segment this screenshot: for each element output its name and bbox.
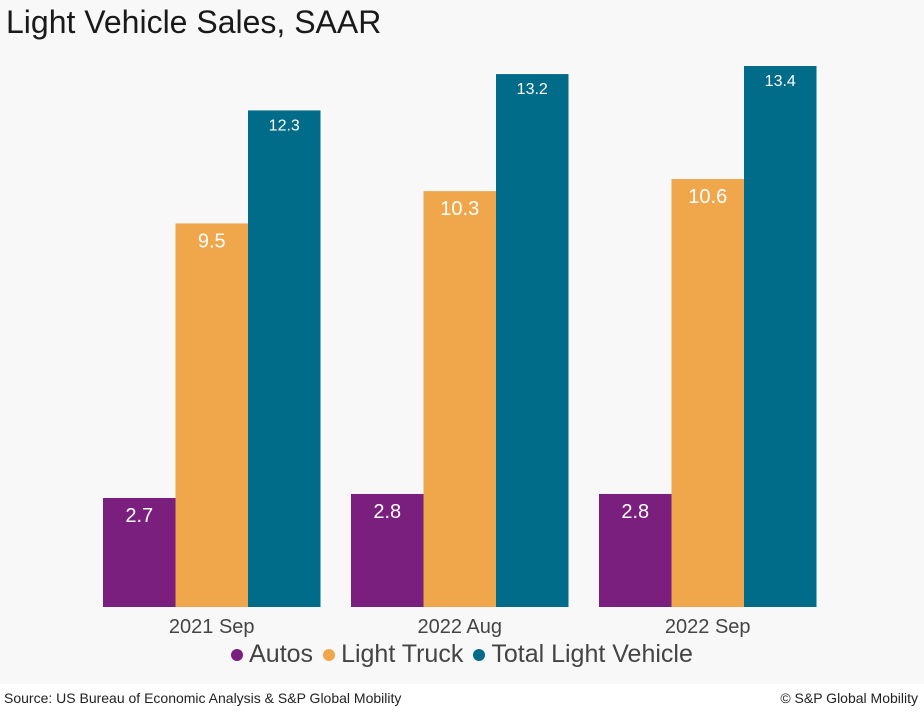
data-label-total-light-vehicle-2021-sep: 12.3 <box>269 117 300 134</box>
chart-title: Light Vehicle Sales, SAAR <box>6 4 382 40</box>
x-tick-label-2022-aug: 2022 Aug <box>417 616 502 638</box>
data-label-light-truck-2022-sep: 10.6 <box>688 186 727 208</box>
bar-total-light-vehicle-2021-sep <box>248 110 321 607</box>
bar-autos-2022-sep <box>599 493 672 607</box>
legend-label-autos: Autos <box>249 640 314 668</box>
data-label-autos-2022-sep: 2.8 <box>621 501 649 523</box>
data-label-light-truck-2021-sep: 9.5 <box>198 230 226 252</box>
data-label-light-truck-2022-aug: 10.3 <box>440 198 479 220</box>
bar-total-light-vehicle-2022-sep <box>744 66 817 607</box>
bar-light-truck-2022-sep <box>671 179 744 607</box>
legend-item-light-truck: Light Truck <box>323 640 463 669</box>
data-label-total-light-vehicle-2022-aug: 13.2 <box>517 81 548 98</box>
copyright-note: © S&P Global Mobility <box>780 690 918 706</box>
legend-swatch-light-truck <box>323 648 336 661</box>
legend-item-total-light-vehicle: Total Light Vehicle <box>473 640 693 669</box>
legend-item-autos: Autos <box>231 640 313 669</box>
data-label-autos-2021-sep: 2.7 <box>125 505 153 527</box>
bar-total-light-vehicle-2022-aug <box>496 74 569 607</box>
x-tick-label-2022-sep: 2022 Sep <box>665 616 751 638</box>
bar-chart: 2.7 9.5 12.3 2021 Sep 2.8 10.3 13.2 2022 Aug 2.8… <box>103 66 817 638</box>
x-tick-label-2021-sep: 2021 Sep <box>169 616 255 638</box>
legend-swatch-autos <box>231 648 244 661</box>
bar-light-truck-2021-sep <box>175 223 248 607</box>
legend-swatch-total-light-vehicle <box>473 648 486 661</box>
bar-autos-2021-sep <box>103 497 176 607</box>
source-note: Source: US Bureau of Economic Analysis &… <box>4 690 402 706</box>
bar-autos-2022-aug <box>351 493 424 607</box>
chart-legend: Autos Light Truck Total Light Vehicle <box>0 640 924 669</box>
data-label-autos-2022-aug: 2.8 <box>373 501 401 523</box>
legend-label-light-truck: Light Truck <box>341 640 464 668</box>
legend-label-total-light-vehicle: Total Light Vehicle <box>491 640 693 668</box>
bar-light-truck-2022-aug <box>423 191 496 607</box>
data-label-total-light-vehicle-2022-sep: 13.4 <box>765 73 796 90</box>
